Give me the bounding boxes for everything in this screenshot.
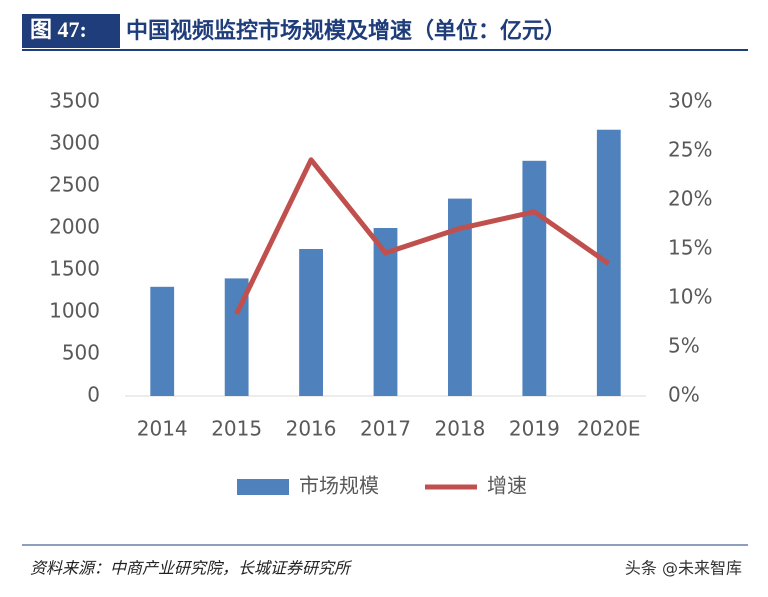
bar bbox=[373, 228, 398, 396]
y-tick-label: 2000 bbox=[49, 215, 100, 239]
x-tick-label: 2015 bbox=[211, 417, 262, 441]
y2-tick-label: 10% bbox=[668, 285, 712, 309]
x-tick-label: 2016 bbox=[286, 417, 337, 441]
y-tick-label: 0 bbox=[87, 383, 100, 407]
bar bbox=[224, 278, 249, 396]
legend-label: 增速 bbox=[487, 474, 527, 498]
y2-tick-label: 20% bbox=[668, 187, 712, 211]
x-tick-label: 2018 bbox=[434, 417, 485, 441]
bar bbox=[522, 160, 547, 396]
source: 资料来源：中商产业研究院，长城证券研究所 bbox=[30, 559, 353, 578]
bar bbox=[150, 286, 175, 396]
y2-tick-label: 5% bbox=[668, 334, 700, 358]
line bbox=[234, 157, 611, 315]
legend-swatch bbox=[237, 479, 289, 495]
y-tick-label: 1000 bbox=[49, 299, 100, 323]
y-tick-label: 3000 bbox=[49, 131, 100, 155]
x-tick-label: 2020E bbox=[577, 417, 641, 441]
header-title: 中国视频监控市场规模及增速（单位：亿元） bbox=[126, 18, 566, 44]
y-tick-label: 1500 bbox=[49, 257, 100, 281]
y-tick-label: 3500 bbox=[49, 89, 100, 113]
y2-tick-label: 0% bbox=[668, 383, 700, 407]
header-label: 图 47: bbox=[30, 17, 87, 42]
y2-tick-label: 15% bbox=[668, 236, 712, 260]
bar bbox=[299, 249, 323, 396]
x-tick-label: 2017 bbox=[360, 417, 411, 441]
y-tick-label: 2500 bbox=[49, 173, 100, 197]
bar bbox=[448, 198, 472, 396]
y2-tick-label: 30% bbox=[668, 89, 712, 113]
x-tick-label: 2019 bbox=[509, 417, 560, 441]
legend-label: 市场规模 bbox=[299, 474, 379, 498]
header-label-box bbox=[22, 14, 120, 48]
y2-tick-label: 25% bbox=[668, 138, 712, 162]
watermark: 头条 @未来智库 bbox=[625, 559, 742, 578]
y-tick-label: 500 bbox=[62, 341, 100, 365]
x-tick-label: 2014 bbox=[137, 417, 188, 441]
